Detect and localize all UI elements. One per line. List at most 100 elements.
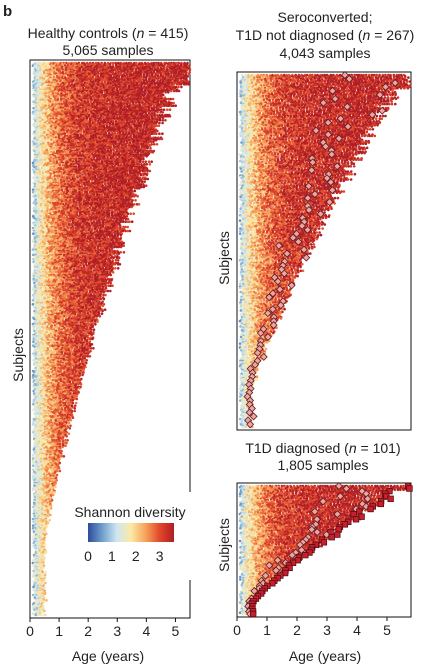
panel1-sample-point xyxy=(158,121,161,125)
panel1-sample-point xyxy=(143,180,146,183)
panel1-sample-point xyxy=(32,176,35,179)
panel1-sample-point xyxy=(144,160,147,163)
panel1-sample-point xyxy=(179,83,183,86)
panel1-sample-point xyxy=(152,140,155,143)
panel1-sample-point xyxy=(172,101,175,105)
panel-label: b xyxy=(3,3,12,20)
panel1-sample-point xyxy=(140,180,144,183)
panel1-sample-point xyxy=(180,85,183,89)
panel1-sample-point xyxy=(172,89,176,93)
panel1-sample-point xyxy=(171,104,175,107)
panel1-sample-point xyxy=(138,160,142,163)
panel1-sample-point xyxy=(136,195,139,198)
panel1-ylabel: Subjects xyxy=(10,328,26,382)
panel1-sample-point xyxy=(157,124,161,127)
panel1-sample-point xyxy=(139,173,143,177)
panel1-sample-point xyxy=(161,132,164,135)
panel1-sample-point xyxy=(163,104,166,107)
panel1-sample-point xyxy=(155,132,158,135)
panel1-sample-point xyxy=(145,155,148,158)
panel1-sample-point xyxy=(158,119,162,122)
panel2-title: Seroconverted; xyxy=(278,9,373,25)
panel1-sample-point xyxy=(155,143,159,146)
panel1-sample-point xyxy=(138,187,141,190)
panel1-subtitle: 5,065 samples xyxy=(62,42,153,58)
panel3-xlabel: Age (years) xyxy=(289,648,361,664)
panel1-sample-point xyxy=(142,173,145,177)
panel1-sample-point xyxy=(158,132,161,135)
panel1-sample-point xyxy=(133,187,137,190)
panel1-sample-point xyxy=(177,85,180,89)
panel1-sample-point xyxy=(147,160,151,163)
panel1-sample-point xyxy=(152,132,156,135)
panel1-sample-point xyxy=(160,137,164,141)
panel1-sample-point xyxy=(138,180,141,183)
panel1-sample-point xyxy=(145,173,149,177)
panel1-sample-point xyxy=(142,157,145,161)
panel1-sample-point xyxy=(146,169,149,173)
panel1-sample-point xyxy=(150,160,153,163)
panel1-sample-point xyxy=(161,119,165,122)
panel1-sample-point xyxy=(144,184,148,187)
panel1-sample-point xyxy=(145,163,148,166)
panel1-sample-point xyxy=(32,100,35,103)
panel1-sample-point xyxy=(144,177,147,181)
panel1-sample-point xyxy=(148,144,152,147)
panel2-subtitle: 4,043 samples xyxy=(279,45,370,61)
panel1-sample-point xyxy=(167,104,171,107)
panel1-sample-point xyxy=(143,169,146,173)
panel1-sample-point xyxy=(156,111,159,114)
panel3-ylabel: Subjects xyxy=(216,518,232,572)
panel1-sample-point xyxy=(152,143,156,146)
panel1-sample-point xyxy=(169,97,172,101)
panel2-ylabel: Subjects xyxy=(216,231,232,285)
panel1-sample-point xyxy=(158,137,161,141)
panel1-sample-point xyxy=(168,115,172,118)
panel1-title: Healthy controls (n = 415) xyxy=(28,25,189,41)
panel1-sample-point xyxy=(159,105,162,109)
panel1-sample-point xyxy=(149,147,152,150)
panel3-title: T1D diagnosed (n = 101) xyxy=(245,440,400,456)
panel1-sample-point xyxy=(154,139,158,142)
panel1-sample-point xyxy=(149,140,153,143)
panel1-sample-point xyxy=(133,195,136,198)
panel1-frame xyxy=(29,59,191,619)
panel1-sample-point xyxy=(142,185,146,189)
panel1-sample-point xyxy=(148,163,152,166)
panel1-sample-point xyxy=(164,119,167,122)
panel1-sample-point xyxy=(148,169,152,173)
panel1-sample-point xyxy=(175,89,178,93)
panel1-sample-point xyxy=(161,121,164,125)
panel1-sample-point xyxy=(177,89,181,93)
panel1-sample-point xyxy=(141,160,145,163)
panel2-title-line2: T1D not diagnosed (n = 267) xyxy=(236,27,415,43)
panel1-sample-point xyxy=(167,91,170,94)
panel1-sample-point xyxy=(133,189,137,193)
panel1-sample-point xyxy=(146,147,149,150)
panel1-sample-point xyxy=(32,84,35,87)
panel1-sample-point xyxy=(171,97,175,101)
panel1-sample-point xyxy=(146,177,150,181)
panel1-sample-point xyxy=(164,91,167,94)
panel1-sample-point xyxy=(166,108,169,111)
panel1-sample-point xyxy=(174,104,177,107)
panel1-sample-point xyxy=(162,108,166,111)
panel1-sample-point xyxy=(184,83,188,86)
panel1-dots xyxy=(31,61,192,617)
panel1-sample-point xyxy=(161,116,165,119)
panel1-sample-point xyxy=(167,97,170,101)
panel1-sample-point xyxy=(185,68,189,71)
panel1-sample-point xyxy=(31,112,35,115)
panel1-sample-point xyxy=(156,129,159,133)
panel3-subtitle: 1,805 samples xyxy=(277,457,368,473)
panel1-sample-point xyxy=(161,93,165,97)
panel1-sample-point xyxy=(151,151,155,154)
panel1-xlabel: Age (years) xyxy=(72,648,144,664)
panel1-sample-point xyxy=(161,111,165,114)
panel1-sample-point xyxy=(147,140,150,143)
panel1-sample-point xyxy=(188,68,192,71)
panel1-sample-point xyxy=(168,108,172,111)
panel1-sample-point xyxy=(187,83,190,86)
